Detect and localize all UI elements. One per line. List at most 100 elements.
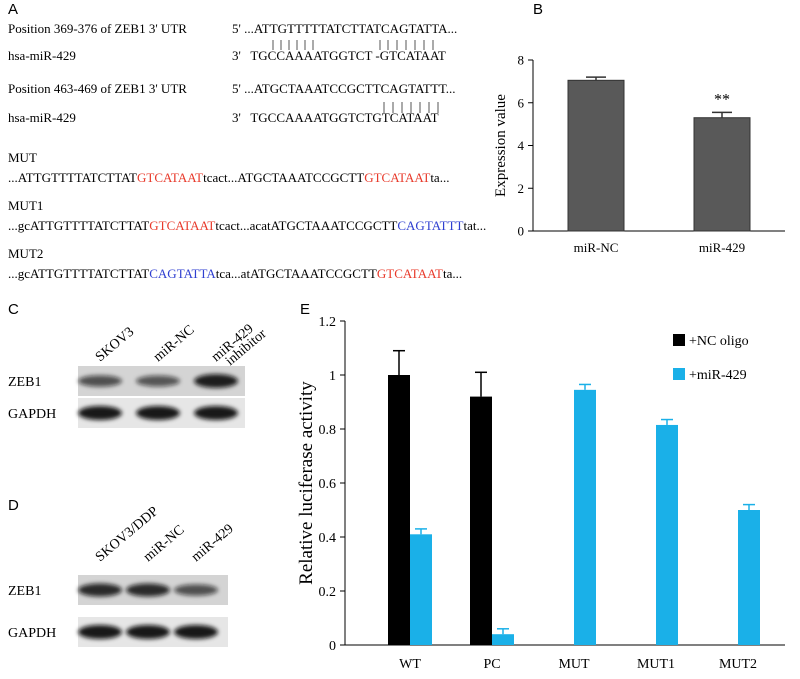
row-label: GAPDH <box>8 626 56 641</box>
sequence-segment: ...ATTGTTTTATCTTAT <box>8 170 137 185</box>
annotation: ** <box>714 91 730 108</box>
sequence-segment: CAGTATTT <box>397 218 463 233</box>
bar <box>470 396 492 645</box>
bar <box>388 375 410 645</box>
y-tick-label: 0 <box>518 224 525 239</box>
panel-label: C <box>8 301 19 318</box>
mirna-sequence: 3' TGCCAAAATGGTCT -GTCATAAT <box>232 48 446 63</box>
error-bar <box>497 628 509 635</box>
band <box>78 625 122 639</box>
bar <box>738 510 760 645</box>
lane-label: SKOV3 <box>93 325 137 365</box>
band <box>78 583 122 597</box>
utr-sequence: 5' ...ATGCTAAATCCGCTTCAGTATTT... <box>232 81 456 96</box>
y-tick-label: 8 <box>518 53 525 68</box>
y-tick-label: 0.2 <box>319 585 337 600</box>
sequence-segment: tcact...acatATGCTAAATCCGCTT <box>215 218 397 233</box>
band <box>194 406 238 420</box>
bar <box>656 424 678 645</box>
x-tick-label: MUT <box>558 657 590 672</box>
y-tick-label: 0.6 <box>319 477 337 492</box>
y-tick-label: 0 <box>329 639 336 654</box>
mirna-label: hsa-miR-429 <box>8 110 76 125</box>
bar <box>410 534 432 645</box>
y-tick-label: 4 <box>518 138 525 153</box>
mirna-sequence: 3' TGCCAAAATGGTCTGTCATAAT <box>232 110 439 125</box>
sequence-segment: ...gcATTGTTTTATCTTAT <box>8 266 149 281</box>
row-label: ZEB1 <box>8 584 41 599</box>
sequence-segment: GTCATAAT <box>137 170 203 185</box>
lane-label: miR-NC <box>141 523 188 565</box>
error-bar <box>393 349 405 375</box>
error-bar <box>415 528 427 535</box>
row-label: ZEB1 <box>8 375 41 390</box>
error-bar <box>586 76 606 81</box>
band <box>78 375 122 387</box>
sequence-segment: ta... <box>443 266 462 281</box>
sequence-segment: ...gcATTGTTTTATCTTAT <box>8 218 149 233</box>
error-bar <box>579 383 591 390</box>
mutant-name: MUT <box>8 150 37 165</box>
y-axis-label: Relative luciferase activity <box>296 381 317 585</box>
band <box>136 406 180 420</box>
y-tick-label: 6 <box>518 95 525 110</box>
x-tick-label: miR-429 <box>699 240 745 255</box>
utr-label: Position 463-469 of ZEB1 3' UTR <box>8 81 187 96</box>
panel-label: B <box>533 1 543 18</box>
sequence-segment: GTCATAAT <box>377 266 443 281</box>
sequence-segment: tat... <box>464 218 487 233</box>
legend-swatch <box>673 368 685 380</box>
mirna-label: hsa-miR-429 <box>8 48 76 63</box>
legend-label: +miR-429 <box>689 368 747 383</box>
band <box>174 625 218 639</box>
band <box>78 406 122 420</box>
band <box>136 375 180 387</box>
band <box>194 374 238 388</box>
x-tick-label: WT <box>399 657 421 672</box>
error-bar <box>661 418 673 425</box>
utr-sequence: 5' ...ATTGTTTTTATCTTATCAGTATTA... <box>232 21 457 36</box>
y-axis-label: Expression value <box>493 94 509 197</box>
bar <box>693 117 751 232</box>
bar <box>567 79 625 232</box>
y-tick-label: 1.2 <box>319 315 337 330</box>
mutant-sequence: ...ATTGTTTTATCTTATGTCATAATtcact...ATGCTA… <box>8 170 449 185</box>
row-label: GAPDH <box>8 407 56 422</box>
x-tick-label: PC <box>483 657 500 672</box>
x-tick-label: miR-NC <box>574 240 619 255</box>
y-tick-label: 2 <box>518 181 525 196</box>
bar <box>574 389 596 645</box>
lane-label: miR-429 <box>189 522 237 565</box>
band <box>174 584 218 596</box>
band <box>126 625 170 639</box>
sequence-segment: ta... <box>430 170 449 185</box>
sequence-segment: tcact...ATGCTAAATCCGCTT <box>203 170 364 185</box>
panel-label: E <box>300 301 310 318</box>
error-bar <box>743 503 755 510</box>
mutant-name: MUT1 <box>8 198 43 213</box>
mutant-name: MUT2 <box>8 246 43 261</box>
y-tick-label: 1 <box>329 369 336 384</box>
sequence-segment: GTCATAAT <box>364 170 430 185</box>
mutant-sequence: ...gcATTGTTTTATCTTATCAGTATTAtca...atATGC… <box>8 266 462 281</box>
utr-label: Position 369-376 of ZEB1 3' UTR <box>8 21 187 36</box>
error-bar <box>475 371 487 397</box>
y-tick-label: 0.8 <box>319 423 337 438</box>
mutant-sequence: ...gcATTGTTTTATCTTATGTCATAATtcact...acat… <box>8 218 486 233</box>
panel-label: D <box>8 497 19 514</box>
x-tick-label: MUT1 <box>637 657 675 672</box>
sequence-segment: tca...atATGCTAAATCCGCTT <box>216 266 377 281</box>
sequence-segment: GTCATAAT <box>149 218 215 233</box>
lane-label: miR-NC <box>151 323 198 365</box>
bar <box>492 634 514 645</box>
x-tick-label: MUT2 <box>719 657 757 672</box>
error-bar <box>712 111 732 118</box>
band <box>126 583 170 597</box>
legend-label: +NC oligo <box>689 334 749 349</box>
legend-swatch <box>673 334 685 346</box>
sequence-segment: CAGTATTA <box>149 266 216 281</box>
y-tick-label: 0.4 <box>319 531 337 546</box>
panel-label: A <box>8 1 18 18</box>
pairing-ticks <box>272 40 439 113</box>
